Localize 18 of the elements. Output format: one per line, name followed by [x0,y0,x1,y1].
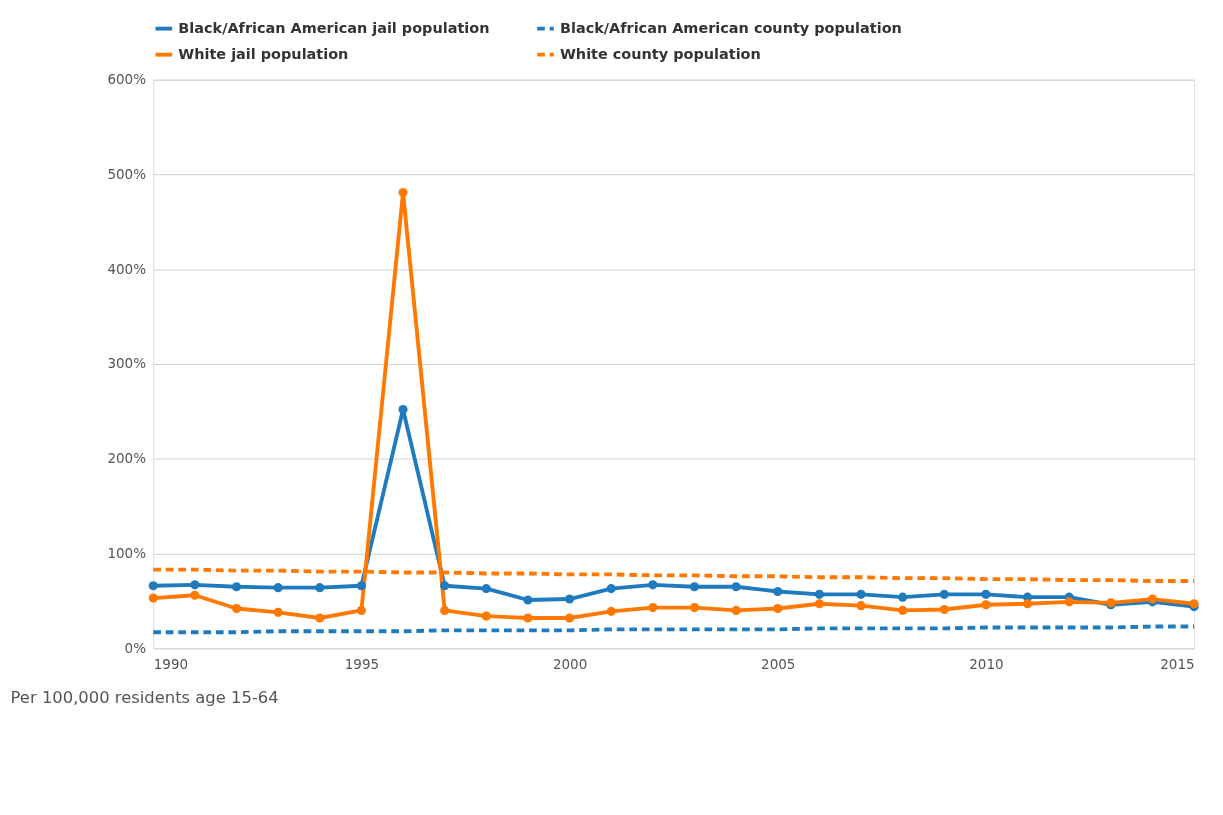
legend-label: Black/African American county population [559,20,902,37]
text: Per 100,000 residents age 15-64 [10,688,279,708]
y-tick-label: 300% [107,355,147,372]
y-tick-label: 400% [107,260,147,277]
legend-label: White county population [559,46,761,63]
y-tick-label: 100% [107,544,147,561]
x-tick-label: 2010 [969,656,1004,673]
x-tick-label: 1995 [344,656,380,673]
x-tick-label: 2005 [761,656,796,673]
x-tick-label: 1990 [153,656,189,673]
y-tick-label: 200% [107,450,147,467]
legend-label: Black/African American jail population [178,20,490,37]
x-tick-label: 2015 [1160,656,1195,673]
y-tick-label: 500% [107,165,147,182]
y-tick-label: 0% [124,639,147,656]
legend-label: White jail population [178,46,349,63]
y-tick-label: 600% [107,71,147,88]
x-tick-label: 2000 [552,656,588,673]
